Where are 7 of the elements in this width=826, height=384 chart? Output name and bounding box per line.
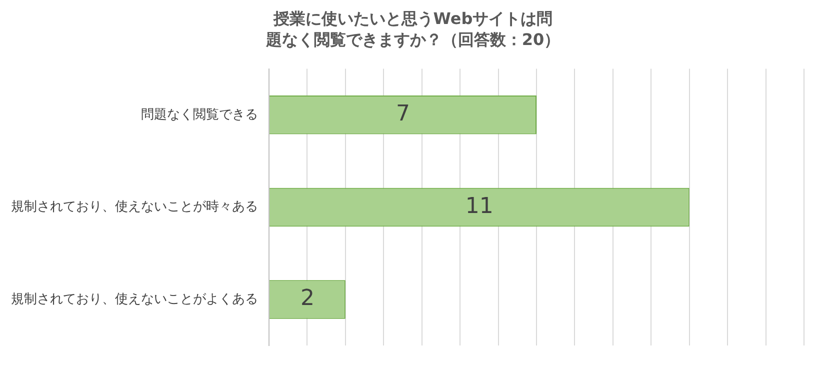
y-tick-label: 問題なく閲覧できる [141, 107, 258, 122]
chart-title: 授業に使いたいと思うWebサイトは問題なく閲覧できますか？（回答数：20） [264, 8, 562, 50]
y-tick-label: 規制されており、使えないことが時々ある [11, 200, 258, 215]
data-label: 11 [465, 194, 494, 219]
data-label: 7 [396, 102, 410, 127]
y-tick-label: 規制されており、使えないことがよくある [11, 292, 258, 307]
data-label: 2 [300, 286, 314, 312]
